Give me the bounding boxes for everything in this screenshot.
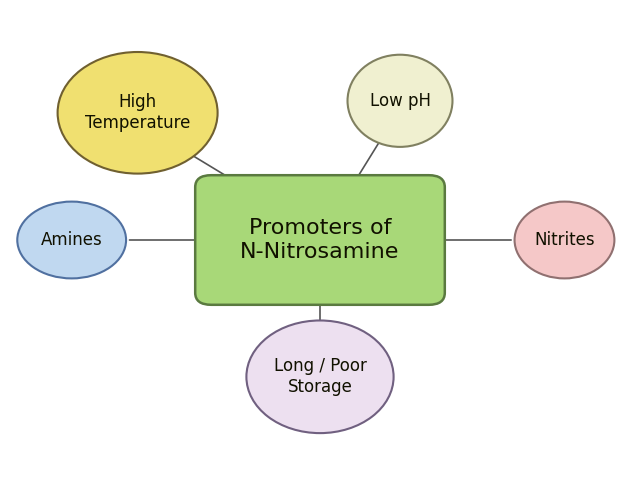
Ellipse shape [515, 202, 614, 278]
Ellipse shape [58, 52, 218, 174]
Ellipse shape [246, 321, 394, 433]
Text: Amines: Amines [41, 231, 102, 249]
Ellipse shape [17, 202, 126, 278]
FancyBboxPatch shape [195, 175, 445, 305]
Ellipse shape [348, 55, 452, 147]
Text: Nitrites: Nitrites [534, 231, 595, 249]
Text: Promoters of
N-Nitrosamine: Promoters of N-Nitrosamine [240, 218, 400, 262]
Text: Long / Poor
Storage: Long / Poor Storage [273, 358, 367, 396]
Text: High
Temperature: High Temperature [85, 94, 190, 132]
Text: Low pH: Low pH [369, 92, 431, 110]
